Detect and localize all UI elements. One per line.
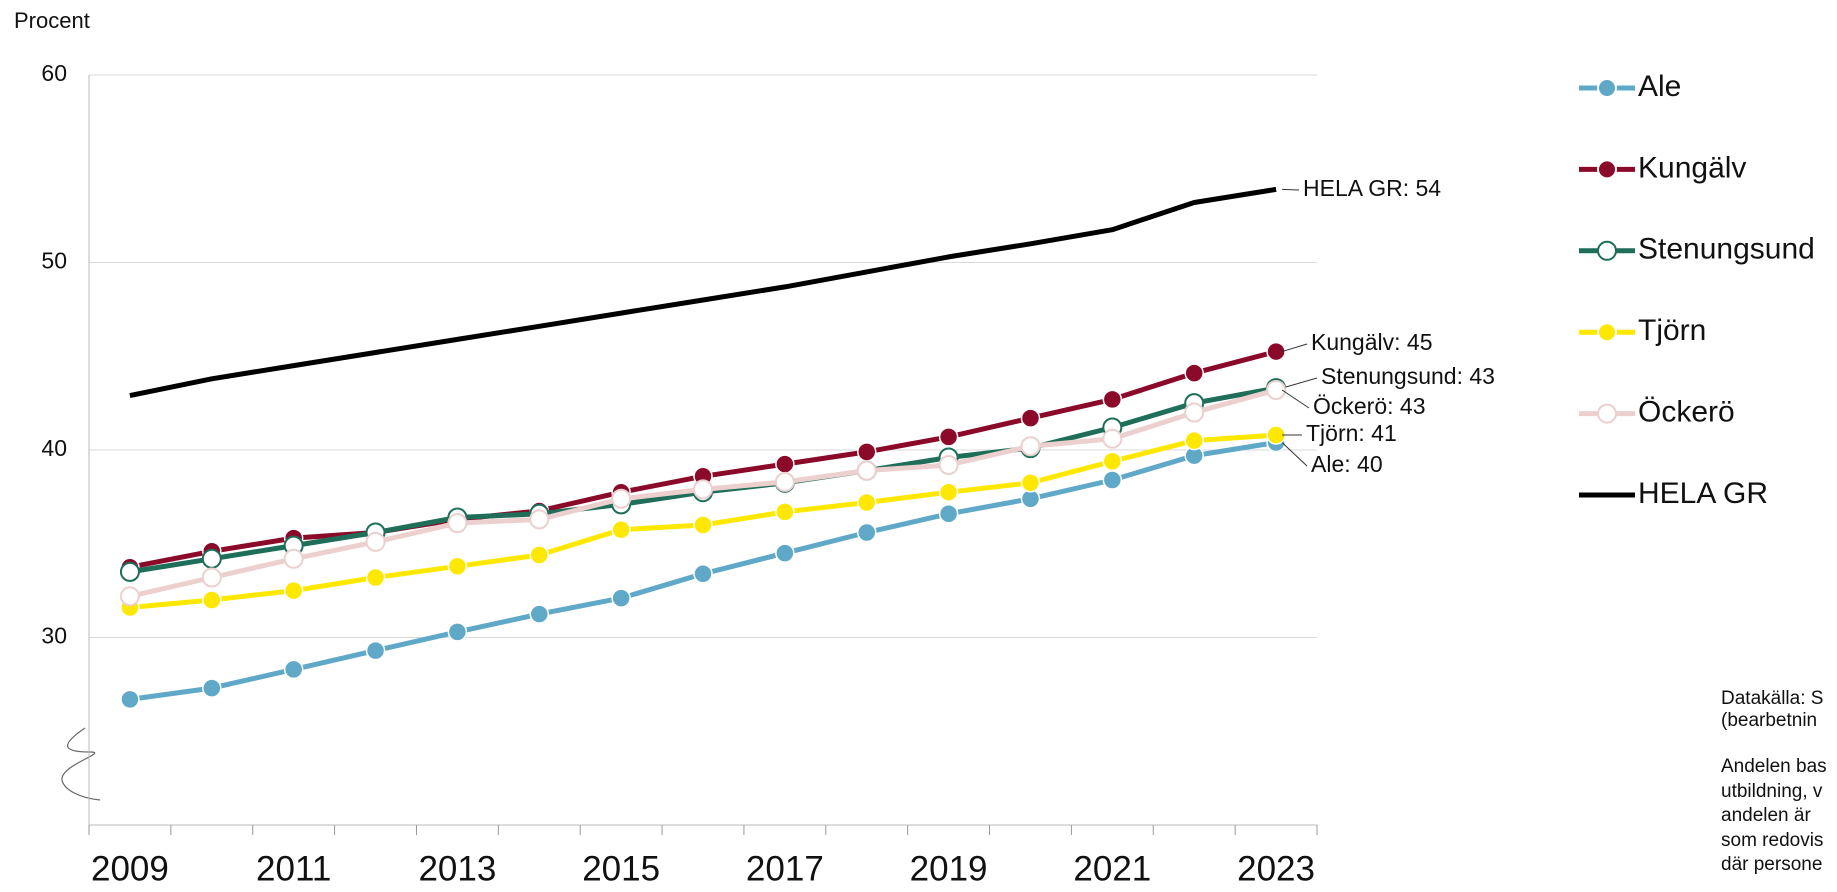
note: (bearbetnin <box>1721 710 1817 731</box>
data-point <box>120 689 140 710</box>
x-tick-label: 2013 <box>418 849 496 887</box>
legend-label: Öckerö <box>1638 396 1735 429</box>
leader-line <box>1282 188 1300 191</box>
data-point <box>775 454 795 474</box>
axis-break <box>61 727 101 801</box>
x-tick-label: 2023 <box>1237 849 1315 887</box>
leader-line <box>1281 343 1308 353</box>
end-label: Stenungsund: 43 <box>1321 363 1495 389</box>
note: Andelen bas <box>1721 756 1827 777</box>
data-point <box>1266 341 1286 362</box>
note: andelen är <box>1721 805 1811 826</box>
end-label: Tjörn: 41 <box>1306 420 1397 446</box>
data-point <box>1020 436 1041 457</box>
x-tick-label: 2019 <box>910 849 988 887</box>
data-point <box>774 471 795 492</box>
data-point <box>447 622 468 642</box>
legend-marker <box>1597 78 1617 98</box>
data-point <box>202 678 222 698</box>
data-point <box>202 590 222 610</box>
legend-marker <box>1597 322 1617 343</box>
data-point <box>201 548 222 569</box>
y-axis-label: Procent <box>14 8 90 33</box>
leader-line <box>1281 442 1308 467</box>
legend-label: Kungälv <box>1638 151 1746 184</box>
note: utbildning, v <box>1721 781 1823 802</box>
y-tick-label: 30 <box>41 623 67 649</box>
data-point <box>365 567 386 588</box>
data-point <box>201 567 222 588</box>
legend-marker <box>1597 159 1617 180</box>
data-point <box>611 588 631 608</box>
end-label: HELA GR: 54 <box>1303 175 1441 201</box>
leader-line <box>1281 389 1310 409</box>
data-point <box>365 531 386 552</box>
data-point <box>693 515 713 535</box>
series-line <box>129 186 1277 399</box>
data-point <box>1102 470 1123 490</box>
data-point <box>529 604 550 624</box>
note: som redovis <box>1721 830 1823 851</box>
data-point <box>283 580 304 601</box>
legend-label: Stenungsund <box>1638 233 1815 266</box>
legend-label: Tjörn <box>1638 314 1706 347</box>
data-point <box>775 502 795 522</box>
end-label: Ale: 40 <box>1311 451 1383 477</box>
data-point <box>447 556 468 576</box>
data-point <box>1266 380 1287 400</box>
y-tick-label: 60 <box>41 60 67 86</box>
legend-marker <box>1597 403 1617 424</box>
note: Datakälla: S <box>1721 688 1823 709</box>
data-point <box>1184 430 1204 451</box>
legend-label: Ale <box>1638 70 1681 103</box>
data-point <box>856 442 877 462</box>
data-point <box>856 522 877 543</box>
data-point <box>1184 402 1205 423</box>
data-point <box>447 513 468 534</box>
x-tick-label: 2011 <box>256 849 331 887</box>
x-tick-label: 2009 <box>91 849 169 887</box>
x-tick-label: 2017 <box>746 849 824 887</box>
data-point <box>1184 363 1204 383</box>
legend-label: HELA GR <box>1638 477 1768 510</box>
end-label: Öckerö: 43 <box>1313 393 1426 419</box>
data-point <box>283 548 304 569</box>
data-point <box>283 659 304 680</box>
data-point <box>1102 428 1123 449</box>
data-point <box>1020 408 1041 428</box>
y-tick-label: 40 <box>41 435 67 461</box>
data-point <box>1102 389 1123 410</box>
data-point <box>693 564 713 584</box>
data-point <box>938 427 959 447</box>
end-label: Kungälv: 45 <box>1311 329 1432 355</box>
data-point <box>693 479 713 500</box>
data-point <box>119 561 140 582</box>
data-point <box>529 509 550 530</box>
x-tick-label: 2021 <box>1073 849 1151 887</box>
x-tick-label: 2015 <box>582 849 660 887</box>
data-point <box>938 504 959 524</box>
data-point <box>529 545 550 565</box>
data-point <box>856 492 877 513</box>
legend-marker <box>1597 240 1617 261</box>
data-point <box>1020 473 1041 493</box>
data-point <box>938 455 959 475</box>
data-point <box>611 519 631 540</box>
note: där persone <box>1721 854 1822 875</box>
data-point <box>119 586 140 607</box>
leader-line <box>1281 377 1318 389</box>
y-tick-label: 50 <box>41 248 67 274</box>
data-point <box>775 543 795 563</box>
data-point <box>1102 451 1123 471</box>
data-point <box>611 488 632 509</box>
data-point <box>856 460 877 481</box>
data-point <box>365 640 386 661</box>
data-point <box>938 482 959 502</box>
